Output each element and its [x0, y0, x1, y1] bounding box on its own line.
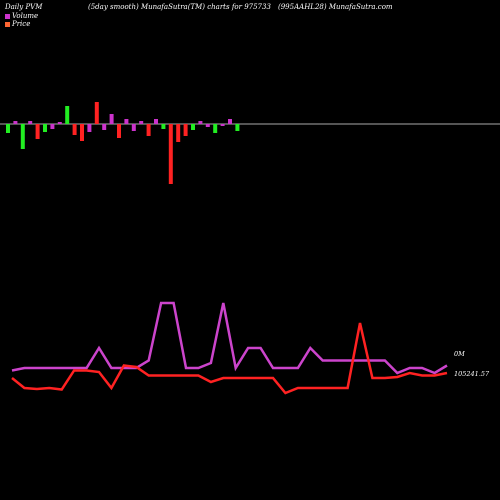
legend-swatch-price	[5, 21, 10, 27]
pvm-bar	[168, 124, 173, 184]
pvm-bar	[35, 124, 40, 139]
pvm-bar	[6, 124, 10, 133]
legend-swatch-volume	[5, 13, 10, 19]
pvm-bar	[117, 124, 121, 138]
legend-label-volume: Volume	[12, 12, 39, 20]
price-axis-label: 105241.57	[454, 370, 490, 378]
chart-title: (5day smooth) MunafaSutra(TM) charts for…	[88, 3, 271, 11]
pvm-bar	[20, 124, 25, 149]
pvm-bar	[124, 119, 129, 124]
pvm-bar	[139, 121, 144, 124]
legend-label-price: Price	[12, 20, 31, 28]
pvm-bar	[65, 106, 70, 124]
pvm-bar	[191, 124, 195, 130]
legend-item-price: Price	[5, 20, 30, 28]
pvm-bar	[13, 121, 18, 124]
pvm-bar	[220, 124, 225, 126]
pvm-bars	[6, 102, 240, 184]
pvm-bar	[198, 121, 203, 124]
pvm-bar	[131, 124, 136, 131]
pvm-bar	[146, 124, 151, 136]
pvm-bar	[50, 124, 55, 129]
legend-item-volume: Volume	[5, 12, 38, 20]
volume-series-line	[11, 301, 448, 375]
pvm-bar	[176, 124, 181, 142]
pvm-bar	[213, 124, 218, 133]
pvm-bar	[94, 102, 99, 124]
pvm-bar	[228, 119, 232, 124]
pvm-bar	[57, 122, 62, 124]
pvm-bar	[235, 124, 240, 131]
pvm-bar	[109, 114, 114, 124]
pvm-bar	[161, 124, 166, 129]
chart-source-label: (995AAHL28) MunafaSutra.com	[278, 3, 393, 11]
chart-type-label: Daily PVM	[5, 3, 43, 11]
pvm-bar	[43, 124, 47, 132]
pvm-bar	[80, 124, 84, 141]
price-series-line	[11, 322, 448, 395]
pvm-bar	[183, 124, 188, 136]
pvm-bar	[72, 124, 77, 135]
pvm-bar	[205, 124, 210, 127]
pvm-bar	[87, 124, 92, 132]
pvm-bar	[28, 121, 33, 124]
pvm-bar	[102, 124, 107, 130]
pvm-bar	[154, 119, 158, 124]
volume-axis-label: 0M	[454, 350, 465, 358]
